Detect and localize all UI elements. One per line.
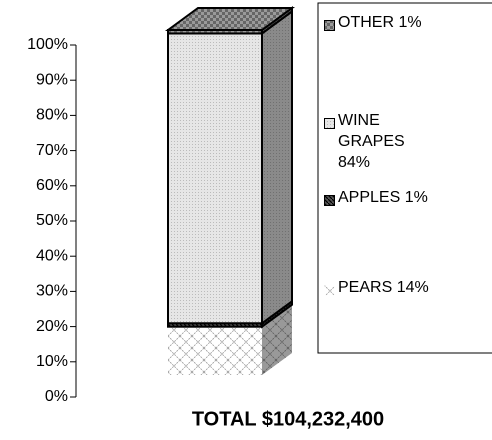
legend-swatch	[324, 12, 338, 37]
legend-label: WINE GRAPES 84%	[338, 112, 405, 171]
y-tick-label: 0%	[45, 388, 68, 405]
y-tick-label: 80%	[36, 107, 68, 124]
legend-label: PEARS 14%	[338, 279, 429, 296]
legend-label: OTHER 1%	[338, 14, 422, 31]
y-tick-label: 100%	[27, 36, 68, 53]
legend-swatch-icon	[324, 285, 335, 296]
legend-swatch	[324, 187, 338, 212]
legend-label: APPLES 1%	[338, 189, 428, 206]
bar	[168, 326, 262, 375]
legend-item: WINE GRAPES 84%	[324, 110, 434, 173]
legend-item: APPLES 1%	[324, 187, 434, 212]
legend-swatch-rect	[324, 20, 335, 31]
y-tick-label: 30%	[36, 283, 68, 300]
legend-swatch	[324, 110, 338, 173]
legend-box	[317, 2, 492, 354]
y-tick-label: 40%	[36, 247, 68, 264]
bar	[167, 32, 263, 325]
legend-item: OTHER 1%	[324, 12, 434, 37]
legend-swatch-rect	[324, 118, 335, 129]
y-tick-label: 90%	[36, 71, 68, 88]
y-tick-label: 60%	[36, 177, 68, 194]
legend-swatch-icon	[324, 118, 335, 129]
legend-swatch-icon	[324, 195, 335, 206]
y-tick-label: 10%	[36, 353, 68, 370]
x-tick-label: TOTAL $104,232,400	[192, 408, 384, 430]
y-tick-label: 50%	[36, 212, 68, 229]
legend-swatch	[324, 277, 338, 302]
legend-swatch-icon	[324, 20, 335, 31]
y-tick-label: 70%	[36, 142, 68, 159]
y-tick-label: 20%	[36, 318, 68, 335]
legend-item: PEARS 14%	[324, 277, 434, 302]
legend-swatch-rect	[324, 285, 335, 296]
bar-top	[164, 7, 296, 31]
legend-swatch-rect	[324, 195, 335, 206]
bar-side-shade	[262, 11, 292, 324]
